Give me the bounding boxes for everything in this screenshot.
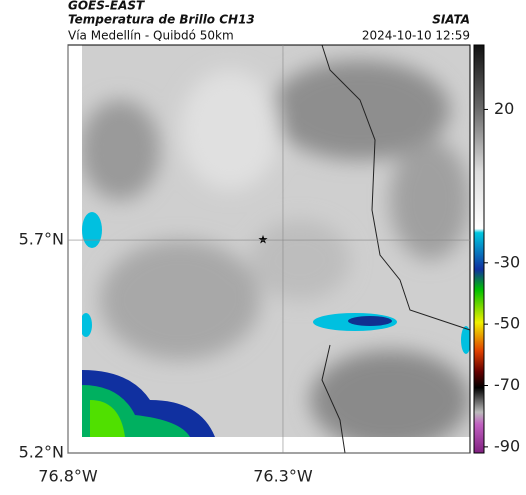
region: Vía Medellín - Quibdó 50km <box>68 29 234 43</box>
colorbar-label: -30 <box>494 252 520 271</box>
source: SIATA <box>432 13 470 27</box>
border <box>321 44 471 454</box>
y-tick-label: 5.2°N <box>19 443 64 462</box>
x-tick-label: 76.8°W <box>38 467 98 486</box>
colorbar <box>473 44 485 454</box>
timestamp: 2024-10-10 12:59 <box>362 29 470 43</box>
colorbar-label: -70 <box>494 375 520 394</box>
imagery <box>82 45 470 437</box>
satellite: GOES-EAST <box>68 0 145 13</box>
product: Temperatura de Brillo CH13 <box>68 13 255 27</box>
x-tick-label: 76.3°W <box>253 467 313 486</box>
colorbar-label: 20 <box>494 99 514 118</box>
colorbar-label: -50 <box>494 314 520 333</box>
city-marker: ★ <box>258 233 269 247</box>
colorbar-label: -90 <box>494 436 520 455</box>
y-tick-label: 5.7°N <box>19 230 64 249</box>
